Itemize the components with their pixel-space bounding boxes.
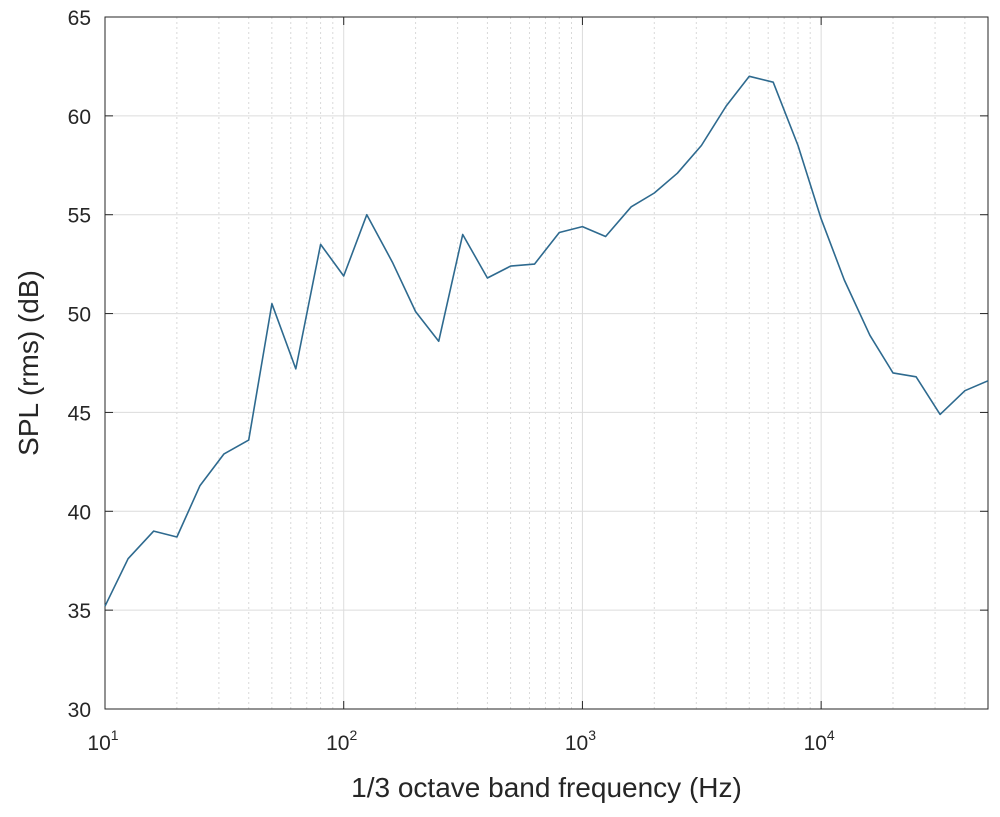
x-tick-label: 104 bbox=[804, 727, 835, 755]
x-tick-labels: 101 102 103 104 bbox=[87, 727, 835, 755]
x-tick-label: 103 bbox=[565, 727, 596, 755]
x-axis-label: 1/3 octave band frequency (Hz) bbox=[351, 772, 742, 803]
y-axis-label: SPL (rms) (dB) bbox=[13, 270, 44, 456]
axis-ticks bbox=[104, 16, 988, 710]
series-layer bbox=[104, 75, 989, 607]
y-tick-label: 60 bbox=[68, 106, 91, 129]
x-tick-label: 102 bbox=[326, 727, 357, 755]
y-tick-label: 40 bbox=[68, 501, 91, 524]
series-line-0 bbox=[104, 75, 989, 607]
plot-frame bbox=[104, 16, 989, 710]
x-tick-label: 101 bbox=[87, 727, 118, 755]
y-tick-label: 30 bbox=[68, 699, 91, 722]
y-tick-label: 65 bbox=[68, 7, 91, 30]
major-grid bbox=[104, 16, 988, 710]
minor-grid bbox=[176, 17, 989, 709]
y-tick-label: 35 bbox=[68, 600, 91, 623]
y-tick-labels: 30 35 40 45 50 55 60 65 bbox=[68, 7, 91, 722]
y-tick-label: 50 bbox=[68, 304, 91, 327]
y-tick-label: 45 bbox=[68, 402, 91, 425]
y-tick-label: 55 bbox=[68, 205, 91, 228]
